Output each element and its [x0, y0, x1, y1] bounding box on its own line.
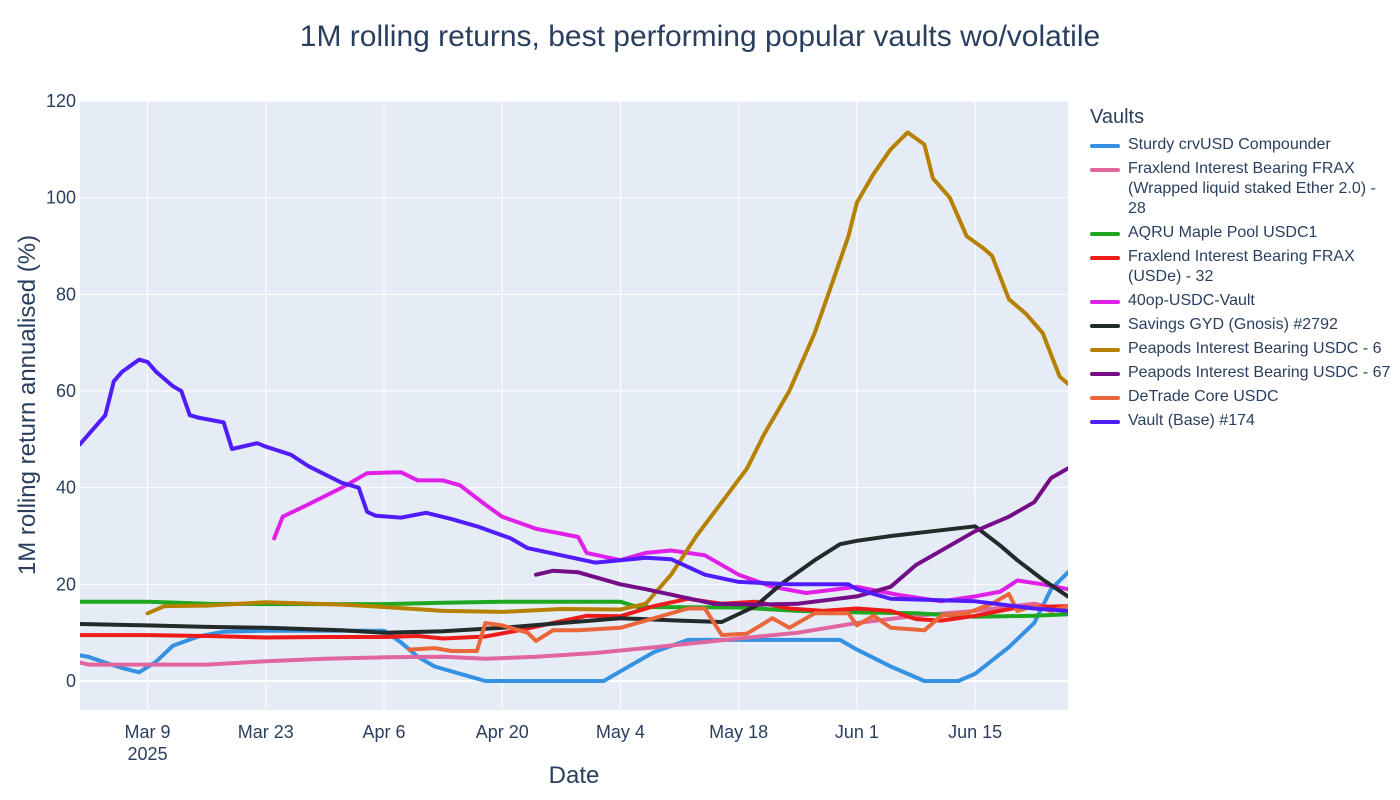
legend-item[interactable]: Savings GYD (Gnosis) #2792: [1090, 315, 1395, 335]
legend-title: Vaults: [1090, 106, 1145, 128]
x-tick-label: Apr 6: [362, 722, 405, 742]
series-line-8: [407, 592, 1068, 653]
legend-label: Savings GYD (Gnosis) #2792: [1128, 316, 1338, 333]
x-tick-label: May 4: [596, 722, 645, 742]
legend-item[interactable]: Sturdy crvUSD Compounder: [1090, 135, 1395, 155]
legend-item[interactable]: Fraxlend Interest Bearing FRAX (USDe) - …: [1090, 247, 1395, 287]
legend-item[interactable]: 40op-USDC-Vault: [1090, 291, 1395, 311]
legend-swatch: [1090, 232, 1120, 236]
x-tick-label: Jun 1: [835, 722, 879, 742]
legend-label: Sturdy crvUSD Compounder: [1128, 136, 1331, 153]
series-line-3: [80, 596, 1068, 641]
x-tick-label: May 18: [709, 722, 768, 742]
x-tick-sublabel: 2025: [128, 744, 168, 764]
y-axis-label: 1M rolling return annualised (%): [14, 234, 41, 576]
legend-swatch: [1090, 300, 1120, 304]
legend-label: Fraxlend Interest Bearing FRAX (Wrapped …: [1128, 160, 1376, 217]
legend: Vaults Sturdy crvUSD Compounder Fraxlend …: [1090, 106, 1395, 435]
legend-label: Peapods Interest Bearing USDC - 67: [1128, 364, 1391, 381]
chart-title: 1M rolling returns, best performing popu…: [299, 20, 1101, 53]
series-line-6: [145, 130, 1068, 616]
legend-swatch: [1090, 396, 1120, 400]
legend-label: 40op-USDC-Vault: [1128, 292, 1255, 309]
legend-swatch: [1090, 348, 1120, 352]
legend-item[interactable]: Fraxlend Interest Bearing FRAX (Wrapped …: [1090, 159, 1395, 219]
x-axis-label: Date: [548, 762, 600, 789]
legend-label: Fraxlend Interest Bearing FRAX (USDe) - …: [1128, 248, 1355, 285]
series-line-9: [80, 357, 1068, 613]
series-line-7: [534, 466, 1068, 607]
legend-item[interactable]: DeTrade Core USDC: [1090, 387, 1395, 407]
y-tick-label: 0: [66, 671, 76, 691]
x-tick-label: Apr 20: [476, 722, 529, 742]
y-tick-label: 60: [56, 381, 76, 401]
legend-item[interactable]: Peapods Interest Bearing USDC - 67: [1090, 363, 1395, 383]
legend-label: Vault (Base) #174: [1128, 412, 1255, 429]
legend-label: Peapods Interest Bearing USDC - 6: [1128, 340, 1382, 357]
x-tick-label: Mar 23: [238, 722, 294, 742]
legend-swatch: [1090, 168, 1120, 172]
legend-items: Sturdy crvUSD Compounder Fraxlend Interes…: [1090, 135, 1395, 431]
y-tick-label: 80: [56, 284, 76, 304]
legend-item[interactable]: Vault (Base) #174: [1090, 411, 1395, 431]
y-tick-label: 40: [56, 478, 76, 498]
y-tick-label: 120: [46, 91, 76, 111]
legend-swatch: [1090, 256, 1120, 260]
series-lines: [80, 130, 1068, 683]
y-tick-label: 20: [56, 574, 76, 594]
legend-swatch: [1090, 372, 1120, 376]
legend-label: DeTrade Core USDC: [1128, 388, 1279, 405]
y-tick-label: 100: [46, 188, 76, 208]
legend-swatch: [1090, 144, 1120, 148]
y-tick-labels: 0 20 40 60 80 100 120: [46, 91, 76, 691]
legend-item[interactable]: Peapods Interest Bearing USDC - 6: [1090, 339, 1395, 359]
legend-item[interactable]: AQRU Maple Pool USDC1: [1090, 223, 1395, 243]
legend-label: AQRU Maple Pool USDC1: [1128, 224, 1318, 241]
legend-swatch: [1090, 324, 1120, 328]
series-line-0: [80, 570, 1068, 683]
series-line-1: [80, 601, 1068, 667]
legend-swatch: [1090, 420, 1120, 424]
x-tick-label: Mar 9: [125, 722, 171, 742]
x-tick-label: Jun 15: [948, 722, 1002, 742]
